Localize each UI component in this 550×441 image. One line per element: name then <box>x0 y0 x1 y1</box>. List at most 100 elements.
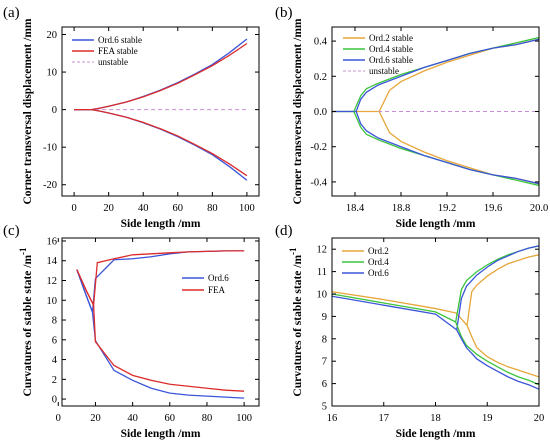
x-tick-label: 0 <box>56 413 61 424</box>
x-tick-label: 80 <box>202 413 213 424</box>
series-line-branch <box>456 329 539 390</box>
y-axis-label: Curvatures of stable state /m-1 <box>18 247 34 397</box>
y-tick-label: 7 <box>322 357 327 368</box>
x-tick-label: 40 <box>127 413 138 424</box>
series-line-branch <box>355 111 539 185</box>
legend-entry: unstable <box>369 66 399 76</box>
series-line-branch <box>76 269 245 399</box>
series-line-branch <box>76 269 245 392</box>
x-tick-label: 20 <box>90 413 101 424</box>
plot-frame <box>61 26 260 197</box>
series-line-ord-2 <box>332 254 539 327</box>
x-tick-label: 100 <box>236 413 252 424</box>
x-tick-label: 0 <box>71 203 76 214</box>
series-group <box>332 36 539 187</box>
y-tick-label: 8 <box>322 334 327 345</box>
x-tick-label: 20.0 <box>530 203 548 214</box>
legend-entry: Ord.4 <box>368 257 389 267</box>
legend-entry: unstable <box>98 57 128 67</box>
panel-label: (b) <box>275 5 293 21</box>
y-tick-label: 10 <box>47 68 58 79</box>
y-axis-label: Corner transversal displacement /mm <box>292 18 304 204</box>
series-group <box>76 250 245 399</box>
y-tick-label: 9 <box>322 312 327 323</box>
series-line-branch <box>74 108 248 177</box>
series-line-ord-4 <box>332 245 539 323</box>
x-tick-label: 100 <box>239 203 255 214</box>
y-tick-label: 8 <box>52 316 57 327</box>
y-tick-label: 0.4 <box>314 37 328 48</box>
legend-entry: Ord.4 stable <box>369 44 413 54</box>
x-axis-label: Side length /mm <box>121 218 201 230</box>
y-tick-label: 4 <box>52 355 58 366</box>
series-line-branch <box>466 325 539 378</box>
y-tick-label: 0.0 <box>314 107 327 118</box>
panel-d: (d) 16 17 18 19 20 5 6 7 8 9 10 11 12 Side length /mm C… <box>275 223 544 440</box>
x-tick-label: 17 <box>379 413 390 424</box>
y-tick-label: -0.2 <box>310 142 327 153</box>
y-tick-label: 0 <box>52 105 57 116</box>
x-axis-label: Side length /mm <box>396 218 476 230</box>
legend-entry: FEA <box>208 285 226 295</box>
y-tick-label: 14 <box>47 256 58 267</box>
y-axis-label-superscript: -1 <box>288 247 298 255</box>
y-tick-label: 6 <box>52 335 57 346</box>
y-tick-label: -10 <box>43 143 57 154</box>
x-tick-label: 19.2 <box>438 203 456 214</box>
panel-label: (d) <box>275 223 293 239</box>
panel-b: (b) 18.4 18.8 19.2 19.6 20.0 -0.4 -0.2 0.0 0.2 0.4… <box>275 5 548 230</box>
series-line-ord-6-stable <box>332 38 539 113</box>
legend-entry: Ord.6 stable <box>369 55 413 65</box>
y-axis-label: Corner transversal displacement /mm <box>22 18 34 204</box>
plot-frame <box>61 237 260 407</box>
x-tick-label: 18.8 <box>392 203 410 214</box>
legend-entry: FEA stable <box>98 46 138 56</box>
x-tick-label: 16 <box>327 413 338 424</box>
y-tick-label: 16 <box>47 236 58 247</box>
y-tick-label: 2 <box>52 375 57 386</box>
x-tick-label: 20 <box>103 203 114 214</box>
y-tick-label: 20 <box>47 30 58 41</box>
legend-entry: Ord.6 <box>368 268 389 278</box>
legend-entry: Ord.6 <box>208 273 229 283</box>
y-tick-label: -20 <box>43 180 57 191</box>
x-tick-label: 60 <box>165 413 176 424</box>
x-tick-label: 19 <box>482 413 493 424</box>
x-tick-label: 19.6 <box>484 203 502 214</box>
y-axis-label: Curvatures of stable state /m-1 <box>288 247 304 397</box>
y-tick-label: 0 <box>52 395 57 406</box>
y-tick-label: 6 <box>322 379 327 390</box>
series-line-branch <box>74 108 248 181</box>
x-axis-label: Side length /mm <box>121 428 201 440</box>
y-tick-label: 5 <box>322 402 327 413</box>
x-tick-label: 20 <box>534 413 545 424</box>
x-tick-label: 80 <box>207 203 218 214</box>
series-group <box>332 245 539 390</box>
legend-entry: Ord.2 <box>368 246 389 256</box>
panel-label: (c) <box>3 223 20 239</box>
series-line-ord-2-stable <box>332 38 539 113</box>
x-tick-label: 40 <box>138 203 149 214</box>
legend: Ord.6 FEA <box>182 273 229 295</box>
y-tick-label: 11 <box>317 267 327 278</box>
series-line-branch <box>353 111 539 187</box>
series-line-fea-stable <box>74 42 248 111</box>
y-tick-label: 0.2 <box>314 72 327 83</box>
y-tick-label: -0.4 <box>310 177 327 188</box>
x-axis-label: Side length /mm <box>396 428 476 440</box>
y-tick-label: 12 <box>47 276 58 287</box>
panel-a: (a) 0 20 40 60 80 100 -20 -10 0 10 20 Side length /m… <box>3 5 260 230</box>
y-axis-label-superscript: -1 <box>18 247 28 255</box>
series-line-ord-6 <box>332 245 539 332</box>
series-line-branch <box>455 321 539 386</box>
panel-c: (c) 0 20 40 60 80 100 0 2 4 6 8 10 12 14 16 Side length … <box>3 223 260 440</box>
legend-entry: Ord.6 stable <box>98 35 142 45</box>
panel-label: (a) <box>3 5 20 21</box>
series-group <box>74 38 248 181</box>
x-tick-label: 18 <box>430 413 441 424</box>
legend-entry: Ord.2 stable <box>369 33 413 43</box>
y-tick-label: 12 <box>317 245 328 256</box>
